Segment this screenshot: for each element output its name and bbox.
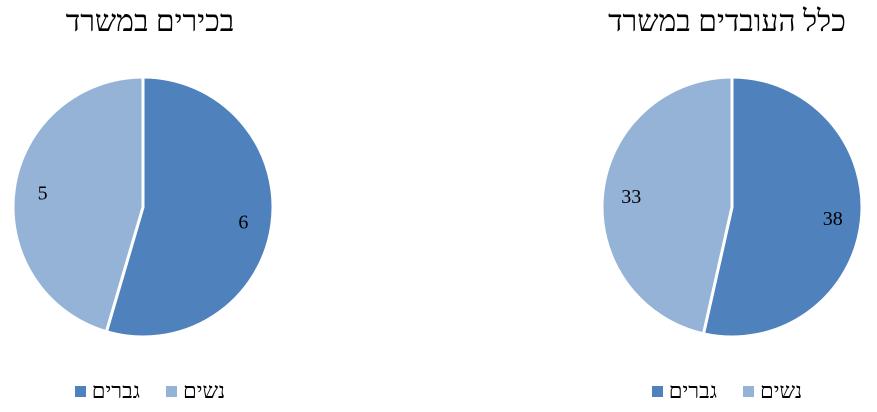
chart-title: כלל העובדים במשרד [608, 5, 846, 38]
pie-slice-men [104, 75, 275, 339]
legend-label-women: נשים [182, 378, 226, 403]
legend-item-women: נשים [742, 378, 803, 404]
chart-title: בכירים במשרד [65, 5, 235, 38]
legend-item-men: גברים [74, 378, 140, 404]
legend: גברים נשים [0, 378, 300, 404]
legend: גברים נשים [577, 378, 877, 404]
pie-slice-men [701, 75, 864, 339]
pie-plot: 38 33 [600, 75, 864, 339]
legend-swatch-women [165, 385, 177, 397]
legend-label-women: נשים [759, 378, 803, 403]
pie-slice-women [11, 75, 145, 334]
pie-slice-women [600, 75, 734, 336]
chart-all-employees: כלל העובדים במשרד 38 33 גברים נשים [577, 0, 877, 412]
legend-swatch-men [651, 385, 663, 397]
legend-item-men: גברים [651, 378, 717, 404]
legend-swatch-men [74, 385, 86, 397]
data-label-women: 33 [621, 186, 641, 208]
data-label-men: 38 [823, 208, 843, 230]
pie-plot: 65 [11, 75, 275, 339]
legend-item-women: נשים [165, 378, 226, 404]
legend-label-men: גברים [668, 378, 717, 403]
data-label-women: 5 [38, 183, 48, 205]
legend-label-men: גברים [91, 378, 140, 403]
data-label-men: 6 [238, 211, 248, 233]
legend-swatch-women [742, 385, 754, 397]
